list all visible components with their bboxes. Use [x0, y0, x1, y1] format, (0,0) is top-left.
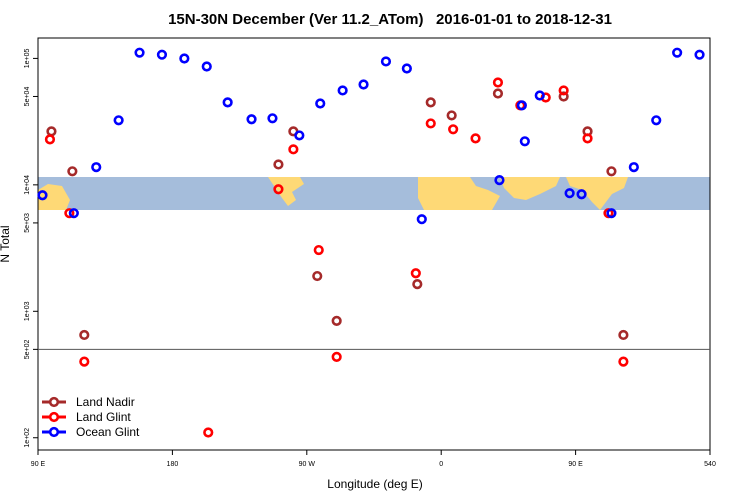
- point: [519, 136, 530, 147]
- point: [201, 61, 212, 72]
- point: [68, 208, 79, 219]
- x-tick-label: 90 E: [31, 461, 46, 468]
- point: [273, 159, 284, 170]
- y-tick-label: 1e+04: [24, 175, 31, 195]
- point: [91, 162, 102, 173]
- y-tick-label: 5e+04: [24, 87, 31, 107]
- point: [576, 189, 587, 200]
- point: [113, 115, 124, 126]
- y-tick-label: 1e+02: [24, 428, 31, 448]
- chart-title: 15N-30N December (Ver 11.2_ATom) 2016-01…: [168, 11, 612, 28]
- y-axis-label: N Total: [0, 225, 12, 262]
- legend-marker: [48, 411, 60, 423]
- point: [79, 329, 90, 341]
- point: [582, 133, 593, 144]
- x-tick-label: 0: [439, 461, 443, 468]
- point: [313, 244, 324, 256]
- point: [672, 47, 683, 58]
- point: [380, 56, 392, 67]
- point: [606, 166, 617, 177]
- x-axis-label: Longitude (deg E): [327, 477, 422, 491]
- point: [558, 91, 569, 102]
- point: [79, 356, 90, 367]
- x-tick-label: 90 E: [568, 461, 583, 468]
- point: [267, 113, 278, 124]
- point: [67, 166, 78, 177]
- map-band: [38, 177, 710, 210]
- point: [425, 97, 436, 108]
- point: [494, 175, 505, 186]
- point: [46, 126, 57, 137]
- point: [337, 85, 348, 96]
- x-tick-label: 180: [167, 461, 179, 468]
- point: [331, 351, 342, 362]
- point: [315, 98, 326, 109]
- legend-label: Ocean Glint: [76, 425, 140, 439]
- point: [618, 356, 629, 367]
- point: [156, 49, 168, 60]
- point: [312, 270, 323, 282]
- y-tick-label: 1e+05: [24, 48, 31, 68]
- point: [470, 133, 481, 144]
- plot-frame: [37, 37, 711, 451]
- point: [401, 63, 412, 74]
- legend-label: Land Nadir: [76, 395, 135, 409]
- point: [606, 208, 617, 219]
- x-tick-label: 540: [704, 461, 716, 468]
- y-tick-label: 1e+03: [24, 301, 31, 321]
- point: [446, 110, 457, 121]
- legend-label: Land Glint: [76, 410, 131, 424]
- point: [203, 427, 214, 438]
- point: [64, 208, 75, 219]
- y-tick-label: 5e+03: [24, 213, 31, 233]
- y-tick-label: 5e+02: [24, 339, 31, 359]
- point: [558, 85, 569, 96]
- point: [37, 190, 48, 201]
- point: [358, 79, 369, 90]
- point: [628, 162, 639, 173]
- point: [134, 47, 145, 58]
- point: [492, 77, 504, 88]
- point: [651, 115, 662, 126]
- point: [412, 279, 423, 290]
- point: [534, 90, 545, 101]
- legend-marker: [48, 396, 60, 408]
- point: [273, 184, 284, 195]
- point: [618, 329, 629, 341]
- point: [410, 268, 421, 279]
- point: [492, 88, 504, 99]
- point: [516, 100, 527, 111]
- point: [694, 49, 705, 60]
- point: [288, 144, 299, 155]
- point: [179, 53, 190, 64]
- point: [564, 188, 575, 199]
- x-tick-label: 90 W: [299, 461, 316, 468]
- point: [331, 315, 342, 326]
- point: [222, 97, 233, 108]
- point: [294, 130, 305, 141]
- point: [416, 214, 427, 225]
- point: [425, 118, 436, 129]
- point: [44, 134, 56, 145]
- point: [246, 114, 257, 125]
- legend-marker: [48, 426, 60, 438]
- point: [448, 124, 459, 135]
